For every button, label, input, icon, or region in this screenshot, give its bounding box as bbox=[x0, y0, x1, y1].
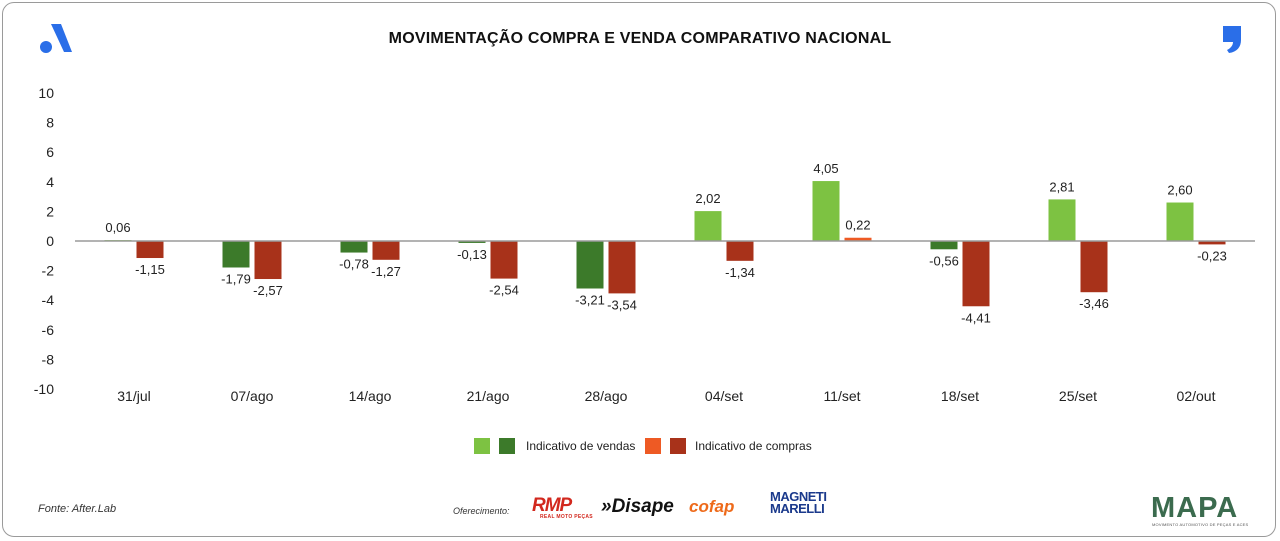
data-label-sales: 2,81 bbox=[1049, 179, 1074, 194]
bar-sales bbox=[1048, 199, 1076, 241]
data-label-sales: -0,78 bbox=[339, 257, 369, 272]
bar-purchases bbox=[844, 237, 872, 241]
bar-purchases bbox=[490, 241, 518, 279]
x-tick-label: 04/set bbox=[705, 388, 743, 404]
y-tick-label: -10 bbox=[34, 381, 54, 397]
y-tick-label: 8 bbox=[46, 115, 54, 131]
data-label-sales: -0,56 bbox=[929, 253, 959, 268]
data-label-sales: -1,79 bbox=[221, 271, 251, 286]
bar-purchases bbox=[962, 241, 990, 307]
x-tick-label: 28/ago bbox=[585, 388, 628, 404]
x-tick-label: 14/ago bbox=[349, 388, 392, 404]
y-tick-label: 4 bbox=[46, 174, 54, 190]
legend-swatch-purchases-positive bbox=[645, 438, 661, 454]
y-tick-label: 0 bbox=[46, 233, 54, 249]
data-label-sales: -0,13 bbox=[457, 247, 487, 262]
bar-sales bbox=[812, 181, 840, 241]
x-tick-label: 07/ago bbox=[231, 388, 274, 404]
x-tick-label: 18/set bbox=[941, 388, 979, 404]
bar-sales bbox=[930, 241, 958, 250]
data-label-sales: 2,60 bbox=[1167, 183, 1192, 198]
magneti-marelli-logo: MAGNETI MARELLI bbox=[770, 489, 827, 516]
legend-swatch-sales-positive bbox=[474, 438, 490, 454]
bar-sales bbox=[694, 211, 722, 241]
data-label-purchases: 0,22 bbox=[845, 218, 870, 233]
bar-sales bbox=[340, 241, 368, 253]
bar-sales bbox=[576, 241, 604, 289]
y-tick-label: -6 bbox=[42, 322, 55, 338]
legend-label-purchases: Indicativo de compras bbox=[695, 439, 812, 453]
cofap-logo: cofap bbox=[689, 497, 735, 516]
data-label-purchases: -0,23 bbox=[1197, 248, 1227, 263]
legend-swatch-sales-negative bbox=[499, 438, 515, 454]
legend-swatch-purchases-negative bbox=[670, 438, 686, 454]
chart-legend: Indicativo de vendas Indicativo de compr… bbox=[0, 438, 1280, 458]
data-label-purchases: -1,15 bbox=[135, 262, 165, 277]
disape-logo: »Disape bbox=[601, 496, 674, 517]
y-tick-label: 2 bbox=[46, 203, 54, 219]
y-tick-label: -8 bbox=[42, 351, 55, 367]
legend-label-sales: Indicativo de vendas bbox=[526, 439, 636, 453]
brand-logo-icon bbox=[40, 24, 72, 53]
mapa-logo-subtitle: MOVIMENTO AUTOMOTIVO DE PEÇAS E ACESSÓRI… bbox=[1152, 522, 1248, 527]
mapa-logo: MAPA bbox=[1151, 492, 1239, 524]
y-tick-label: -4 bbox=[42, 292, 55, 308]
data-label-purchases: -1,34 bbox=[725, 265, 755, 280]
bar-purchases bbox=[254, 241, 282, 280]
x-tick-label: 11/set bbox=[823, 388, 860, 404]
data-label-purchases: -2,54 bbox=[489, 283, 519, 298]
data-label-sales: 2,02 bbox=[695, 191, 720, 206]
y-tick-label: 10 bbox=[38, 85, 54, 101]
source-note: Fonte: After.Lab bbox=[38, 503, 117, 515]
sponsor-label: Oferecimento: bbox=[453, 506, 510, 516]
bar-purchases bbox=[608, 241, 636, 294]
bar-sales bbox=[222, 241, 250, 268]
data-label-sales: 4,05 bbox=[813, 161, 838, 176]
y-tick-label: -2 bbox=[42, 263, 55, 279]
data-label-purchases: -3,46 bbox=[1079, 296, 1109, 311]
rmp-logo: RMP bbox=[532, 495, 572, 516]
quote-mark-icon bbox=[1223, 26, 1241, 53]
data-label-sales: 0,06 bbox=[105, 220, 130, 235]
data-label-sales: -3,21 bbox=[575, 293, 605, 308]
bar-purchases bbox=[1080, 241, 1108, 293]
magneti-marelli-line1: MAGNETI bbox=[770, 489, 827, 504]
data-label-purchases: -4,41 bbox=[961, 310, 991, 325]
y-tick-label: 6 bbox=[46, 144, 54, 160]
bar-sales bbox=[458, 241, 486, 243]
chart-title: MOVIMENTAÇÃO COMPRA E VENDA COMPARATIVO … bbox=[388, 30, 892, 47]
x-tick-label: 21/ago bbox=[467, 388, 510, 404]
data-label-purchases: -3,54 bbox=[607, 297, 637, 312]
x-tick-label: 02/out bbox=[1177, 388, 1216, 404]
bar-sales bbox=[1166, 202, 1194, 241]
data-label-purchases: -2,57 bbox=[253, 283, 283, 298]
x-tick-label: 31/jul bbox=[117, 388, 150, 404]
bar-chart: 10 8 6 4 2 0 -2 -4 -6 -8 -10 0,06 -1,79 -0,78 -0,13 -3,… bbox=[34, 85, 1255, 404]
data-label-purchases: -1,27 bbox=[371, 264, 401, 279]
bar-purchases bbox=[726, 241, 754, 261]
bar-purchases bbox=[1198, 241, 1226, 245]
magneti-marelli-line2: MARELLI bbox=[770, 501, 825, 516]
bar-purchases bbox=[136, 241, 164, 259]
x-tick-label: 25/set bbox=[1059, 388, 1097, 404]
bar-purchases bbox=[372, 241, 400, 260]
rmp-logo-subtitle: REAL MOTO PEÇAS bbox=[540, 514, 593, 520]
